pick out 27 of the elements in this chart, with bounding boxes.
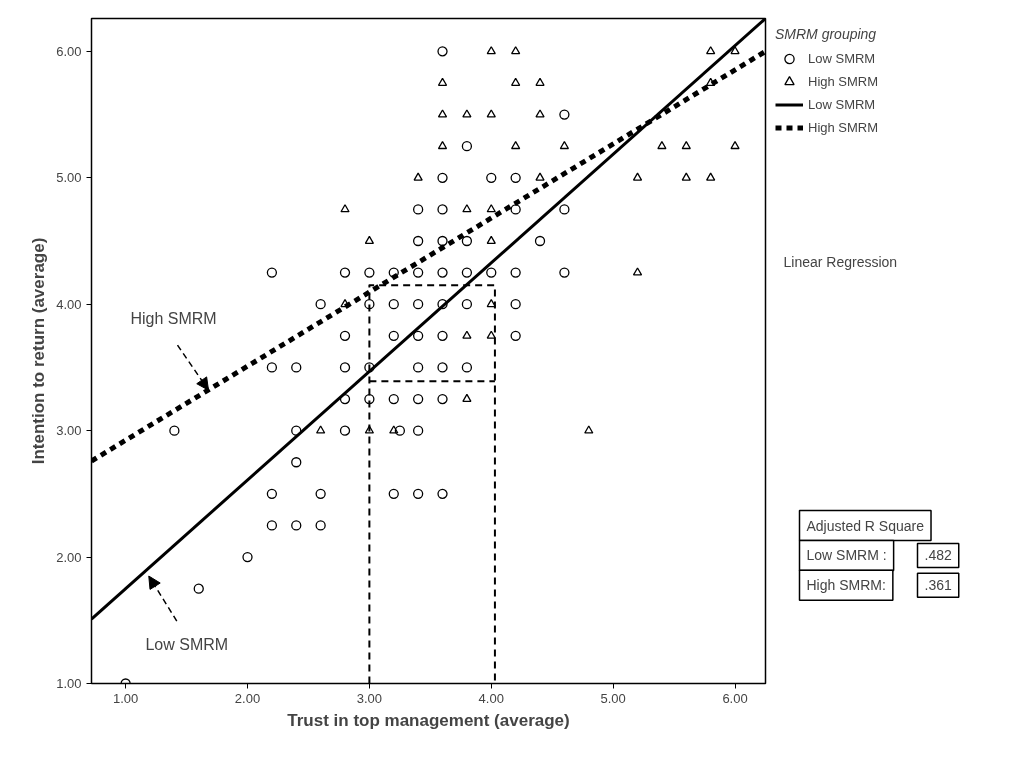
text: High SMRM:	[806, 577, 886, 594]
y-tick-label: 4.00	[56, 296, 82, 312]
legend-label: High SMRM	[808, 73, 879, 91]
y-tick-label: 5.00	[56, 170, 82, 186]
y-axis-title: Intention to return (average)	[29, 237, 49, 465]
x-tick-label: 6.00	[722, 690, 748, 706]
x-tick-label: 3.00	[356, 690, 383, 706]
x-tick-label: 1.00	[112, 690, 139, 706]
annotation: Low SMRM	[145, 635, 229, 653]
legend-label: Low SMRM	[808, 96, 876, 114]
x-axis-title: Trust in top management (average)	[287, 710, 570, 730]
text: Linear Regression	[783, 254, 898, 271]
text: .482	[924, 547, 952, 564]
y-tick-label: 1.00	[56, 676, 82, 691]
y-tick-label: 6.00	[56, 43, 82, 59]
text: Low SMRM :	[806, 547, 887, 564]
x-tick-label: 4.00	[478, 690, 504, 706]
legend-label: High SMRM	[808, 119, 879, 137]
x-tick-label: 5.00	[600, 690, 626, 706]
text: Adjusted R Square	[806, 517, 925, 534]
annotation: High SMRM	[130, 309, 217, 327]
text: .361	[924, 577, 952, 594]
y-tick-label: 2.00	[56, 549, 82, 565]
legend-title: SMRM grouping	[775, 26, 878, 42]
x-tick-label: 2.00	[234, 690, 261, 706]
legend-label: Low SMRM	[808, 50, 876, 68]
y-tick-label: 3.00	[56, 423, 82, 439]
